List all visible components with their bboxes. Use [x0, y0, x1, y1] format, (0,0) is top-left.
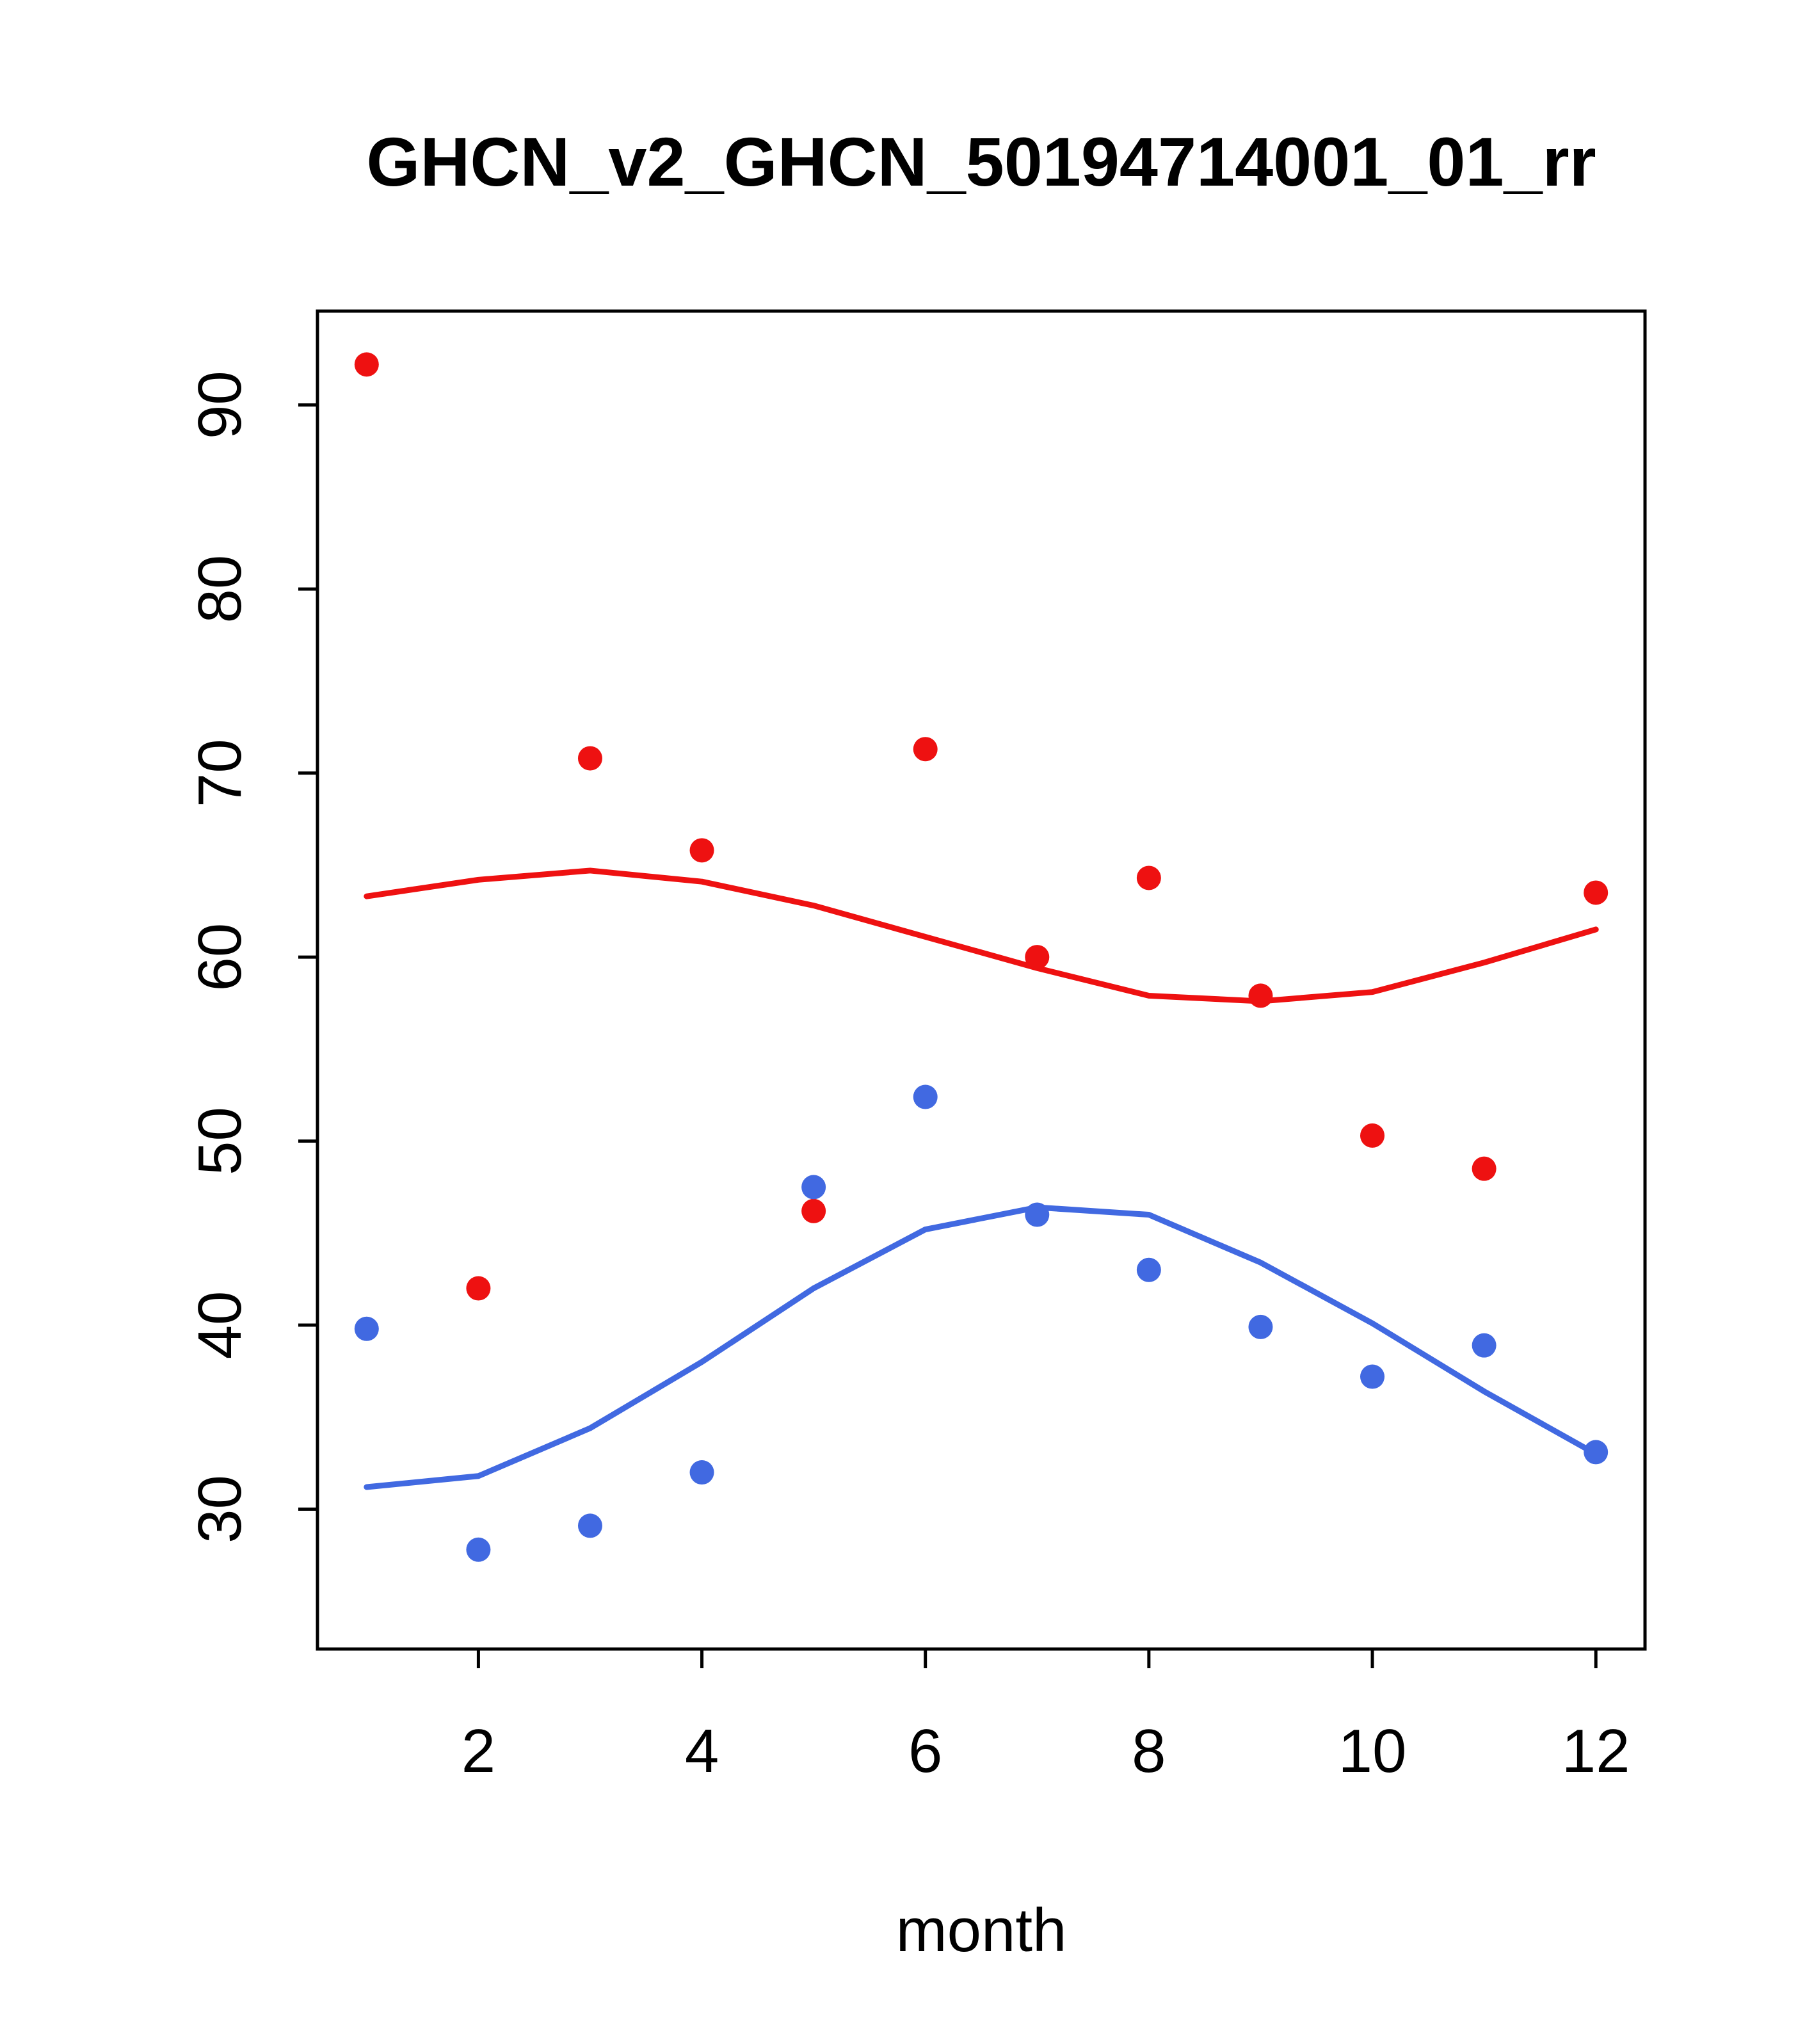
blue-points-point	[1472, 1333, 1497, 1358]
blue-points-point	[1360, 1364, 1385, 1389]
x-tick-label: 12	[1562, 1717, 1630, 1785]
plot-area: 2 4 6 8 10 12 30 40 50 60 70 80 90	[186, 309, 1647, 1785]
red-points-point	[913, 737, 938, 762]
blue-points-point	[1136, 1257, 1161, 1282]
x-tick-label: 10	[1338, 1717, 1407, 1785]
y-tick-label: 40	[186, 1291, 254, 1360]
y-tick-label: 80	[186, 555, 254, 624]
blue-points-point	[913, 1084, 938, 1109]
red-points-point	[1584, 880, 1609, 905]
blue-points-point	[466, 1537, 491, 1562]
red-points-point	[1248, 983, 1273, 1008]
x-tick-label: 6	[908, 1717, 942, 1785]
red-points-point	[577, 746, 602, 771]
blue-points-point	[801, 1175, 826, 1200]
red-smooth-line	[364, 867, 1599, 1004]
red-points-point	[801, 1198, 826, 1223]
chart-title: GHCN_v2_GHCN_50194714001_01_rr	[366, 123, 1596, 200]
red-points-point	[466, 1276, 491, 1301]
x-tick-label: 2	[462, 1717, 495, 1785]
x-tick-label: 4	[685, 1717, 719, 1785]
plot-box	[316, 309, 1647, 1651]
blue-points-point	[577, 1513, 602, 1538]
red-points-point	[1136, 865, 1161, 890]
red-points-point	[1472, 1156, 1497, 1181]
blue-points-point	[354, 1316, 379, 1341]
x-axis-label: month	[896, 1896, 1067, 1965]
blue-smooth-line	[364, 1204, 1599, 1490]
red-points-point	[1025, 945, 1050, 970]
y-tick-label: 30	[186, 1475, 254, 1543]
blue-points-point	[1584, 1440, 1609, 1465]
red-points-point	[1360, 1123, 1385, 1148]
blue-points-point	[1025, 1202, 1050, 1227]
y-tick-label: 60	[186, 923, 254, 992]
x-tick-label: 8	[1132, 1717, 1166, 1785]
red-points-point	[689, 838, 714, 863]
y-tick-label: 70	[186, 739, 254, 807]
red-points-point	[354, 352, 379, 377]
y-tick-label: 90	[186, 371, 254, 439]
blue-points-point	[689, 1460, 714, 1485]
y-tick-label: 50	[186, 1107, 254, 1175]
blue-points-point	[1248, 1314, 1273, 1339]
